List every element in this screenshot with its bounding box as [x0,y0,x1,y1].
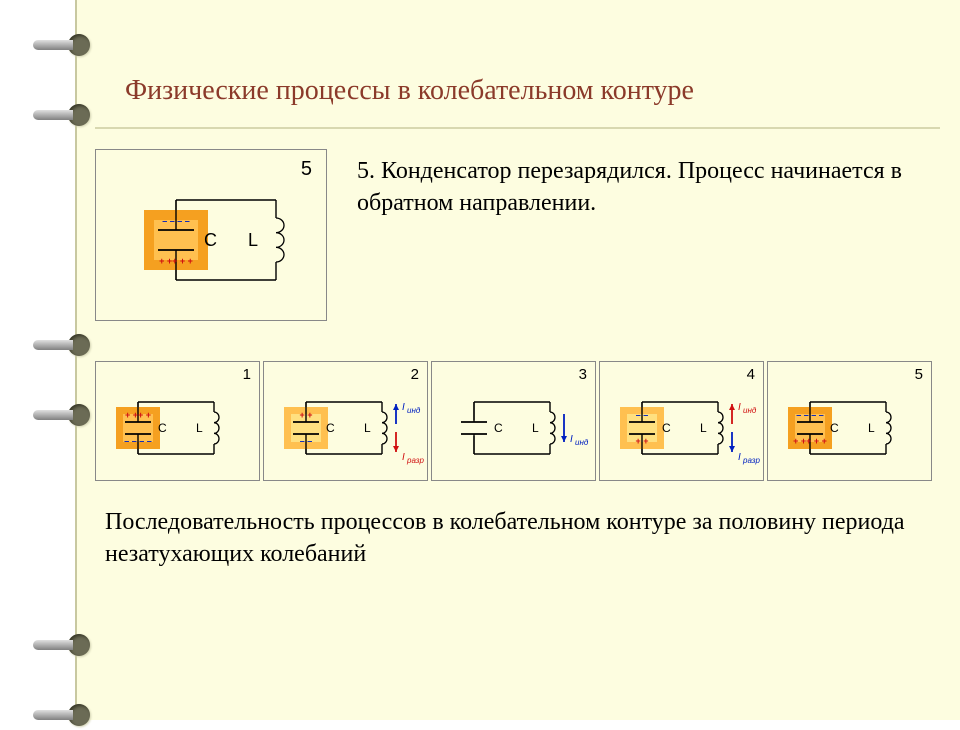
sequence-caption: Последовательность процессов в колебател… [105,506,940,571]
spiral-binder [0,0,77,720]
divider [95,127,940,129]
svg-text:– – – –: – – – – [796,410,824,420]
sequence-circuit-svg: – – – – + ++ + +C L [768,362,931,480]
binder-ring [38,30,92,60]
svg-text:инд: инд [407,406,421,415]
svg-text:L: L [364,421,371,435]
svg-text:инд: инд [575,438,589,447]
svg-text:C: C [326,421,335,435]
svg-text:C: C [662,421,671,435]
svg-text:разр: разр [406,456,424,465]
svg-text:L: L [248,230,258,250]
svg-text:+ +: + + [635,436,648,446]
svg-text:– –: – – [300,436,313,446]
svg-text:L: L [868,421,875,435]
stage-description: 5. Конденсатор перезарядился. Процесс на… [357,149,940,220]
svg-text:C: C [158,421,167,435]
slide-title: Физические процессы в колебательном конт… [125,75,940,107]
main-circuit-panel: 5 – – – –+ ++ + +CL [95,149,327,321]
svg-text:I: I [738,402,741,413]
sequence-panel: 3CLIинд [431,361,596,481]
svg-text:– – – –: – – – – [162,216,190,226]
binder-ring [38,100,92,130]
sequence-panel: 2+ +– –CLIиндIразр [263,361,428,481]
slide: Физические процессы в колебательном конт… [0,0,960,720]
sequence-panel: 4– –+ +CLIиндIразр [599,361,764,481]
content-area: Физические процессы в колебательном конт… [95,0,940,720]
sequence-panel: 5– – – –+ ++ + +CL [767,361,932,481]
svg-text:L: L [700,421,707,435]
binder-ring [38,700,92,730]
svg-text:L: L [196,421,203,435]
svg-text:I: I [738,452,741,463]
svg-text:I: I [402,452,405,463]
sequence-circuit-svg: – –+ +CLIиндIразр [600,362,763,480]
sequence-circuit-svg: + ++ + – – – – C L [96,362,259,480]
main-circuit-svg: – – – – + ++ + + C L [96,150,326,320]
binder-ring [38,330,92,360]
svg-text:I: I [402,402,405,413]
sequence-circuit-svg: + +– –CLIиндIразр [264,362,427,480]
svg-text:C: C [204,230,217,250]
sequence-row: 1+ ++ +– – – –CL2+ +– –CLIиндIразр3CLIин… [95,361,940,481]
svg-text:разр: разр [742,456,760,465]
svg-text:I: I [570,434,573,445]
svg-text:+ +: + + [299,410,312,420]
svg-text:C: C [494,421,503,435]
svg-text:C: C [830,421,839,435]
svg-text:инд: инд [743,406,757,415]
top-row: 5 – – – –+ ++ + +CL 5. Конденсатор перез… [95,149,940,321]
svg-text:+ ++ + +: + ++ + + [793,436,827,446]
svg-text:L: L [532,421,539,435]
binder-ring [38,630,92,660]
binder-ring [38,400,92,430]
svg-text:– –: – – [636,410,649,420]
svg-text:+ ++ + +: + ++ + + [159,256,193,266]
sequence-circuit-svg: C L Iинд [432,362,595,480]
svg-text:+ ++ +: + ++ + [125,410,151,420]
svg-text:– – – –: – – – – [124,436,152,446]
sequence-panel: 1+ ++ +– – – –CL [95,361,260,481]
